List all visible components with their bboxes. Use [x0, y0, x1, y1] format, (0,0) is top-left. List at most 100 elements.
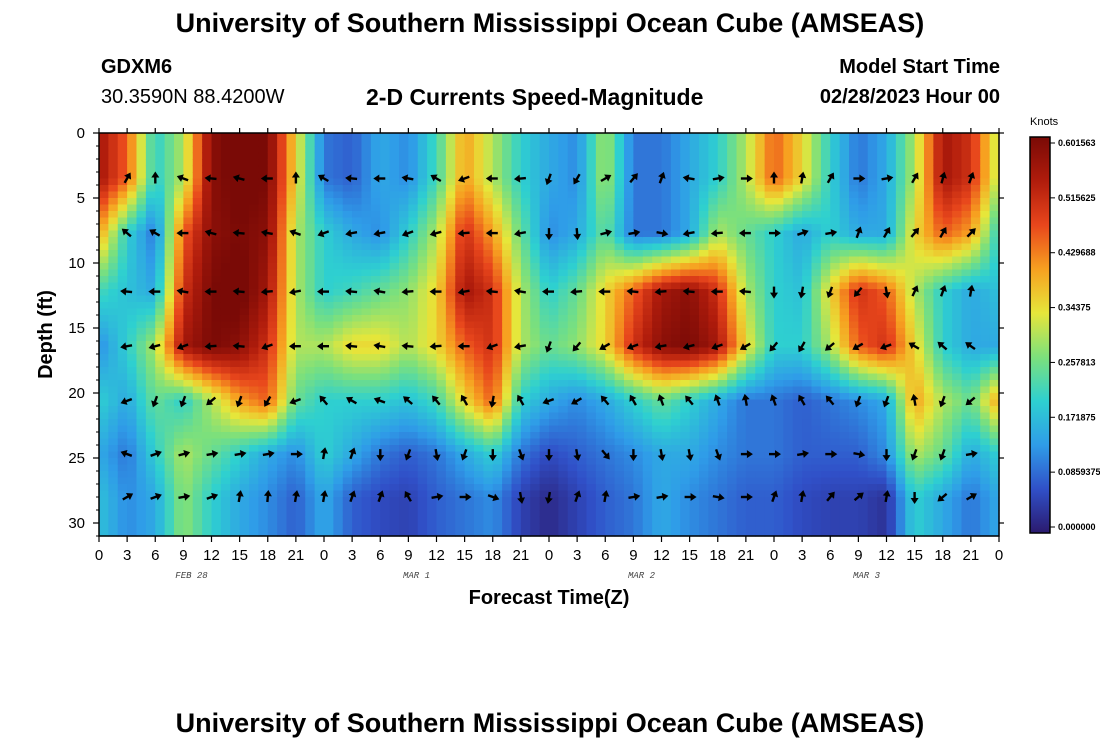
heatmap-cell: [408, 315, 419, 323]
heatmap-cell: [549, 159, 559, 167]
heatmap-cell: [464, 172, 475, 180]
heatmap-cell: [155, 308, 166, 316]
heatmap-cell: [717, 276, 728, 284]
heatmap-cell: [455, 315, 466, 323]
heatmap-cell: [408, 243, 419, 251]
heatmap-cell: [717, 529, 728, 537]
heatmap-cell: [99, 503, 109, 511]
heatmap-cell: [108, 224, 119, 232]
heatmap-cell: [624, 438, 634, 446]
heatmap-cell: [230, 367, 241, 375]
heatmap-cell: [99, 295, 109, 303]
heatmap-cell: [220, 354, 231, 362]
heatmap-cell: [708, 185, 719, 193]
heatmap-cell: [408, 360, 419, 368]
heatmap-cell: [399, 191, 409, 199]
heatmap-cell: [492, 451, 503, 459]
heatmap-cell: [408, 146, 419, 154]
heatmap-cell: [380, 412, 391, 420]
heatmap-cell: [652, 438, 663, 446]
heatmap-cell: [464, 269, 475, 277]
heatmap-cell: [558, 412, 569, 420]
heatmap-cell: [511, 432, 522, 440]
heatmap-cell: [174, 380, 184, 388]
heatmap-cell: [483, 445, 494, 453]
heatmap-cell: [417, 146, 428, 154]
heatmap-cell: [136, 243, 147, 251]
heatmap-cell: [699, 341, 709, 349]
heatmap-cell: [680, 133, 691, 141]
heatmap-cell: [136, 464, 147, 472]
heatmap-cell: [202, 146, 213, 154]
heatmap-cell: [295, 412, 306, 420]
heatmap-cell: [502, 419, 513, 427]
heatmap-cell: [220, 172, 231, 180]
heatmap-cell: [689, 224, 700, 232]
heatmap-cell: [774, 484, 784, 492]
heatmap-cell: [839, 425, 850, 433]
heatmap-cell: [736, 503, 747, 511]
heatmap-cell: [155, 165, 166, 173]
heatmap-cell: [192, 497, 203, 505]
heatmap-cell: [820, 159, 831, 167]
heatmap-cell: [774, 289, 784, 297]
heatmap-cell: [117, 256, 128, 264]
heatmap-cell: [117, 276, 128, 284]
heatmap-cell: [633, 146, 644, 154]
heatmap-cell: [183, 341, 194, 349]
heatmap-cell: [539, 393, 550, 401]
heatmap-cell: [249, 269, 259, 277]
heatmap-cell: [511, 217, 522, 225]
heatmap-cell: [699, 490, 709, 498]
heatmap-cell: [192, 373, 203, 381]
heatmap-cell: [324, 204, 334, 212]
heatmap-cell: [192, 484, 203, 492]
heatmap-cell: [258, 373, 269, 381]
heatmap-cell: [127, 198, 138, 206]
heatmap-cell: [249, 399, 259, 407]
heatmap-cell: [220, 224, 231, 232]
heatmap-cell: [136, 198, 147, 206]
heatmap-cell: [549, 464, 559, 472]
heatmap-cell: [436, 406, 447, 414]
heatmap-cell: [783, 445, 794, 453]
heatmap-cell: [286, 295, 297, 303]
heatmap-cell: [202, 438, 213, 446]
heatmap-cell: [511, 302, 522, 310]
heatmap-cell: [755, 217, 766, 225]
heatmap-cell: [595, 185, 606, 193]
heatmap-cell: [605, 419, 616, 427]
heatmap-cell: [305, 380, 316, 388]
heatmap-cell: [689, 185, 700, 193]
heatmap-cell: [539, 198, 550, 206]
heatmap-cell: [145, 146, 156, 154]
heatmap-cell: [530, 230, 541, 238]
heatmap-cell: [314, 458, 325, 466]
heatmap-cell: [670, 191, 681, 199]
heatmap-cell: [708, 354, 719, 362]
heatmap-cell: [267, 471, 278, 479]
heatmap-cell: [633, 308, 644, 316]
heatmap-cell: [258, 497, 269, 505]
heatmap-cell: [136, 438, 147, 446]
heatmap-cell: [652, 503, 663, 511]
heatmap-cell: [258, 328, 269, 336]
heatmap-cell: [577, 386, 588, 394]
heatmap-cell: [792, 412, 803, 420]
heatmap-cell: [614, 217, 625, 225]
heatmap-cell: [492, 510, 503, 518]
heatmap-cell: [708, 204, 719, 212]
heatmap-cell: [249, 510, 259, 518]
heatmap-cell: [774, 373, 784, 381]
heatmap-cell: [530, 399, 541, 407]
heatmap-cell: [820, 243, 831, 251]
heatmap-cell: [642, 471, 653, 479]
heatmap-cell: [708, 445, 719, 453]
heatmap-cell: [333, 185, 344, 193]
heatmap-cell: [136, 523, 147, 531]
heatmap-cell: [680, 490, 691, 498]
heatmap-cell: [324, 354, 334, 362]
heatmap-cell: [220, 380, 231, 388]
heatmap-cell: [567, 263, 578, 271]
heatmap-cell: [652, 217, 663, 225]
